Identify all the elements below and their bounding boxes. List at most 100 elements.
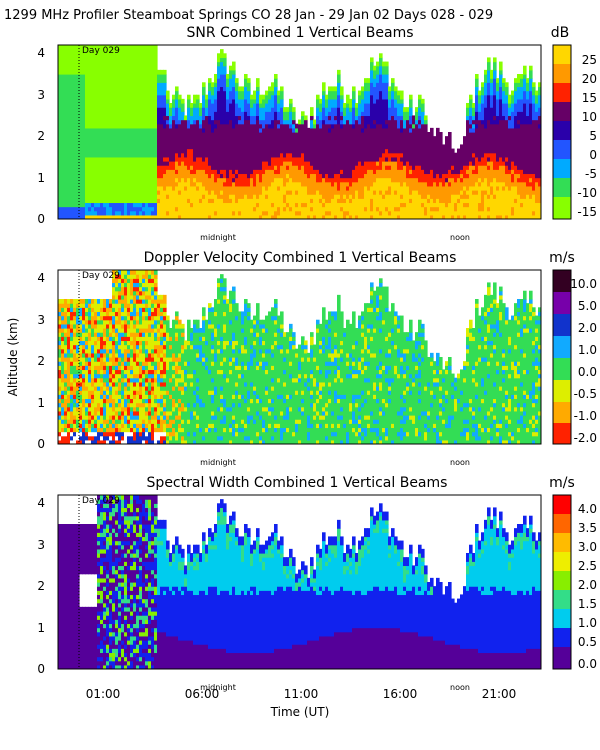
- heatmap-cell: [517, 181, 521, 195]
- heatmap-cell: [148, 323, 152, 333]
- heatmap-cell: [130, 511, 134, 517]
- heatmap-cell: [103, 377, 107, 383]
- heatmap-cell: [319, 369, 323, 375]
- heatmap-cell: [337, 194, 341, 199]
- heatmap-cell: [367, 190, 371, 219]
- heatmap-cell: [487, 82, 491, 96]
- heatmap-cell: [505, 94, 509, 104]
- heatmap-cell: [331, 423, 335, 429]
- heatmap-cell: [142, 369, 146, 375]
- heatmap-cell: [154, 611, 158, 616]
- heatmap-cell: [229, 194, 233, 199]
- heatmap-cell: [499, 311, 503, 321]
- heatmap-cell: [499, 61, 503, 71]
- heatmap-cell: [115, 328, 119, 333]
- heatmap-cell: [487, 410, 491, 416]
- heatmap-cell: [109, 315, 113, 321]
- heatmap-cell: [166, 586, 170, 637]
- heatmap-cell: [376, 294, 380, 308]
- heatmap-cell: [148, 524, 152, 542]
- heatmap-cell: [298, 214, 302, 219]
- heatmap-cell: [238, 402, 242, 408]
- heatmap-cell: [61, 299, 65, 304]
- heatmap-cell: [67, 390, 71, 395]
- heatmap-cell: [115, 664, 119, 669]
- heatmap-cell: [274, 303, 278, 308]
- heatmap-cell: [382, 152, 386, 162]
- heatmap-cell: [520, 336, 524, 350]
- heatmap-cell: [139, 544, 143, 550]
- heatmap-cell: [157, 344, 161, 358]
- heatmap-cell: [127, 45, 131, 129]
- heatmap-cell: [139, 328, 143, 333]
- heatmap-cell: [190, 173, 194, 187]
- snr-colorbar-label: -15: [577, 205, 597, 219]
- heatmap-cell: [274, 74, 278, 79]
- heatmap-cell: [166, 169, 170, 187]
- heatmap-cell: [502, 303, 506, 350]
- heatmap-cell: [139, 202, 143, 208]
- heatmap-cell: [511, 319, 515, 362]
- heatmap-cell: [262, 98, 266, 108]
- heatmap-cell: [307, 386, 311, 391]
- heatmap-cell: [97, 431, 101, 441]
- heatmap-cell: [139, 615, 143, 620]
- heatmap-cell: [112, 544, 116, 562]
- heatmap-cell: [85, 410, 89, 416]
- heatmap-cell: [352, 373, 356, 379]
- heatmap-cell: [124, 553, 128, 558]
- heatmap-cell: [220, 373, 224, 387]
- heatmap-cell: [523, 402, 527, 408]
- heatmap-cell: [259, 107, 263, 121]
- heatmap-cell: [151, 656, 155, 662]
- heatmap-cell: [379, 406, 383, 412]
- heatmap-cell: [91, 352, 95, 358]
- heatmap-cell: [517, 299, 521, 308]
- heatmap-cell: [148, 369, 152, 375]
- heatmap-cell: [97, 439, 101, 444]
- heatmap-cell: [517, 127, 521, 170]
- heatmap-cell: [58, 74, 62, 208]
- heatmap-cell: [106, 340, 110, 350]
- heatmap-cell: [187, 319, 191, 342]
- heatmap-cell: [433, 181, 437, 204]
- heatmap-cell: [103, 398, 107, 404]
- heatmap-cell: [265, 361, 269, 366]
- heatmap-cell: [88, 328, 92, 333]
- heatmap-cell: [244, 78, 248, 88]
- heatmap-cell: [58, 336, 62, 342]
- heatmap-cell: [241, 90, 245, 100]
- heatmap-cell: [328, 402, 332, 444]
- heatmap-cell: [208, 82, 212, 92]
- heatmap-cell: [193, 119, 197, 125]
- heatmap-cell: [478, 90, 482, 96]
- heatmap-cell: [346, 214, 350, 219]
- heatmap-cell: [424, 439, 428, 444]
- heatmap-cell: [511, 90, 515, 96]
- heatmap-cell: [61, 381, 65, 391]
- heatmap-cell: [103, 652, 107, 666]
- heatmap-cell: [280, 352, 284, 395]
- heatmap-cell: [433, 398, 437, 424]
- heatmap-cell: [202, 132, 206, 162]
- heatmap-cell: [145, 524, 149, 533]
- heatmap-cell: [109, 307, 113, 313]
- heatmap-cell: [181, 177, 185, 219]
- heatmap-cell: [169, 377, 173, 383]
- heatmap-cell: [361, 86, 365, 92]
- heatmap-cell: [259, 103, 263, 108]
- heatmap-cell: [376, 365, 380, 371]
- heatmap-cell: [169, 169, 173, 187]
- heatmap-cell: [445, 423, 449, 429]
- heatmap-cell: [139, 524, 143, 529]
- heatmap-cell: [133, 45, 137, 129]
- heatmap-cell: [220, 177, 224, 191]
- heatmap-cell: [265, 431, 269, 444]
- heatmap-cell: [373, 290, 377, 308]
- heatmap-cell: [367, 78, 371, 83]
- heatmap-cell: [175, 152, 179, 162]
- heatmap-cell: [124, 536, 128, 542]
- heatmap-cell: [115, 394, 119, 404]
- heatmap-cell: [448, 132, 452, 170]
- heatmap-cell: [232, 98, 236, 129]
